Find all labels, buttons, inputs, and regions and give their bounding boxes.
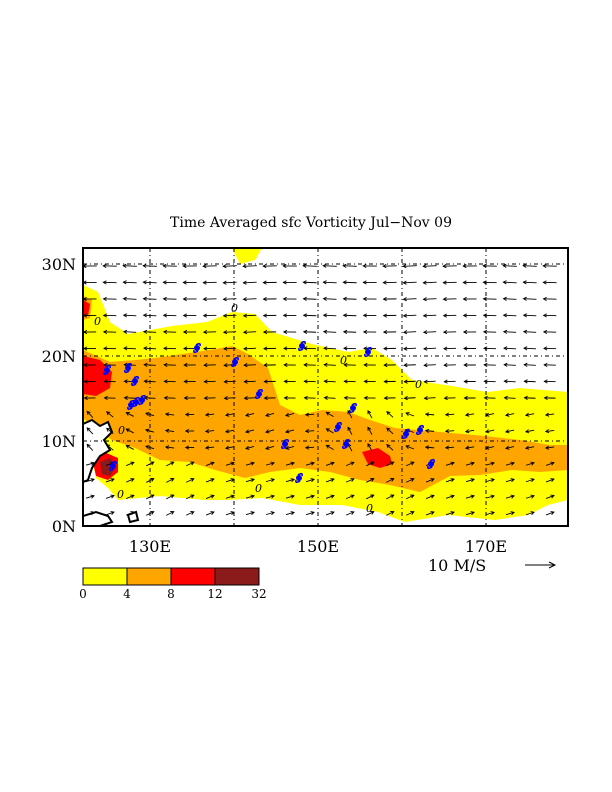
tropical-cyclone-icon bbox=[298, 340, 306, 352]
colorbar-tick-32: 32 bbox=[251, 587, 266, 601]
contour-label: 0 bbox=[340, 354, 347, 367]
coastline-new-guinea bbox=[83, 510, 114, 526]
lon-tick-130e: 130E bbox=[129, 537, 171, 556]
tropical-cyclone-icon bbox=[131, 375, 139, 387]
tropical-cyclone-markers bbox=[103, 340, 435, 484]
vector-reference-label: 10 M/S bbox=[428, 556, 486, 575]
tropical-cyclone-icon bbox=[124, 362, 132, 374]
lat-tick-0n: 0N bbox=[52, 517, 76, 536]
tropical-cyclone-icon bbox=[295, 472, 303, 484]
wind-vectors bbox=[83, 263, 557, 516]
lat-tick-30n: 30N bbox=[42, 255, 76, 274]
map-frame bbox=[82, 247, 569, 527]
tropical-cyclone-icon bbox=[349, 402, 357, 414]
contour-label: 0 bbox=[415, 378, 422, 391]
colorbar-swatch-0-4 bbox=[82, 567, 128, 586]
lon-tick-170e: 170E bbox=[465, 537, 507, 556]
lat-tick-10n: 10N bbox=[42, 432, 76, 451]
tropical-cyclone-icon bbox=[402, 428, 410, 440]
grid-lines bbox=[83, 248, 568, 526]
contour-label: 0 bbox=[118, 424, 125, 437]
vorticity-contour-0-4-north bbox=[232, 248, 262, 264]
figure-title: Time Averaged sfc Vorticity Jul−Nov 09 bbox=[170, 215, 452, 231]
contour-label: 0 bbox=[117, 488, 124, 501]
zero-contour-labels: 0 0 0 0 0 0 0 0 bbox=[94, 302, 422, 515]
map-panel: 0 0 0 0 0 0 0 0 bbox=[83, 248, 568, 526]
tropical-cyclone-icon bbox=[334, 421, 342, 433]
colorbar-tick-12: 12 bbox=[207, 587, 222, 601]
colorbar-swatch-8-12 bbox=[170, 567, 216, 586]
tropical-cyclone-icon bbox=[138, 394, 146, 406]
colorbar-tick-8: 8 bbox=[167, 587, 175, 601]
vorticity-contour-8-12-a bbox=[83, 356, 112, 396]
tropical-cyclone-icon bbox=[231, 356, 239, 368]
tropical-cyclone-icon bbox=[364, 346, 372, 358]
tropical-cyclone-icon bbox=[109, 460, 117, 472]
tropical-cyclone-icon bbox=[416, 424, 424, 436]
vorticity-contour-4-8 bbox=[83, 346, 568, 492]
contour-label: 0 bbox=[366, 502, 373, 515]
vector-reference-arrow bbox=[525, 561, 557, 569]
colorbar-swatch-4-8 bbox=[126, 567, 172, 586]
lon-tick-150e: 150E bbox=[297, 537, 339, 556]
lat-tick-20n: 20N bbox=[42, 347, 76, 366]
contour-label: 0 bbox=[94, 315, 101, 328]
colorbar-tick-4: 4 bbox=[123, 587, 131, 601]
tropical-cyclone-icon bbox=[281, 438, 289, 450]
tropical-cyclone-icon bbox=[193, 342, 201, 354]
colorbar: 0 4 8 12 32 bbox=[79, 567, 267, 601]
tropical-cyclone-icon bbox=[427, 458, 435, 470]
tropical-cyclone-icon bbox=[103, 364, 111, 376]
tropical-cyclone-icon bbox=[342, 438, 350, 450]
vorticity-contour-8-12-b bbox=[362, 448, 392, 468]
colorbar-tick-0: 0 bbox=[79, 587, 87, 601]
contour-label: 0 bbox=[255, 482, 262, 495]
contour-label: 0 bbox=[231, 302, 238, 315]
vorticity-contour-8-12-d bbox=[83, 300, 90, 316]
colorbar-swatch-12-32 bbox=[214, 567, 260, 586]
tropical-cyclone-icon bbox=[255, 388, 263, 400]
